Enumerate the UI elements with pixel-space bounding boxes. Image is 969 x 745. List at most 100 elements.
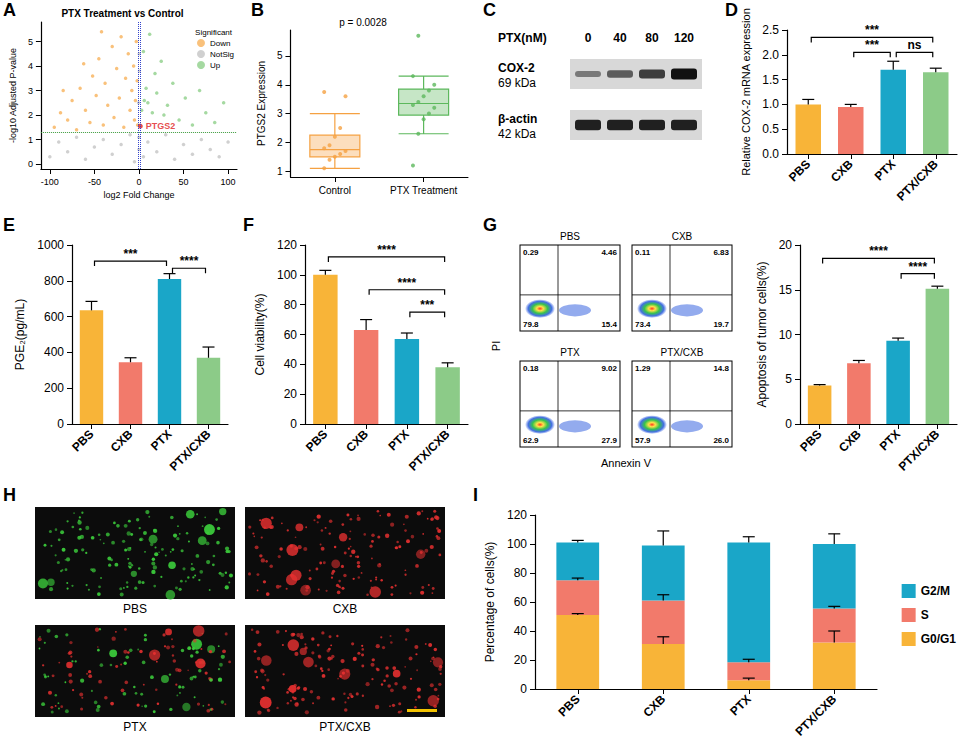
svg-text:100: 100 <box>277 268 297 282</box>
svg-text:-50: -50 <box>88 177 101 187</box>
svg-text:0: 0 <box>28 159 33 169</box>
svg-text:p = 0.0028: p = 0.0028 <box>339 17 387 28</box>
svg-text:G2/M: G2/M <box>921 584 950 598</box>
svg-text:PTX: PTX <box>877 427 903 453</box>
svg-text:60: 60 <box>514 595 528 609</box>
svg-text:80: 80 <box>284 298 298 312</box>
svg-text:****: **** <box>398 276 417 290</box>
svg-text:2.5: 2.5 <box>762 23 779 37</box>
svg-text:Percentage of cells(%): Percentage of cells(%) <box>483 542 497 663</box>
svg-text:PI: PI <box>490 341 502 351</box>
svg-text:1: 1 <box>277 166 283 177</box>
svg-text:****: **** <box>908 260 927 274</box>
svg-text:100: 100 <box>221 177 236 187</box>
svg-text:3: 3 <box>277 108 283 119</box>
svg-text:120: 120 <box>507 508 527 522</box>
svg-text:-100: -100 <box>41 177 59 187</box>
svg-text:0: 0 <box>57 417 64 431</box>
svg-text:PTX/CXB: PTX/CXB <box>319 720 370 734</box>
svg-text:42 kDa: 42 kDa <box>498 127 536 141</box>
svg-text:3: 3 <box>28 86 33 96</box>
svg-text:0: 0 <box>785 417 792 431</box>
svg-text:2: 2 <box>277 137 283 148</box>
svg-text:CXB: CXB <box>672 231 693 242</box>
svg-text:69 kDa: 69 kDa <box>498 76 536 90</box>
svg-text:Up: Up <box>210 61 221 70</box>
svg-text:6.83: 6.83 <box>713 248 729 257</box>
svg-text:0.18: 0.18 <box>523 364 539 373</box>
svg-text:PBS: PBS <box>69 427 96 454</box>
svg-text:***: *** <box>865 38 879 52</box>
svg-text:PTX/CXB: PTX/CXB <box>894 157 941 204</box>
svg-text:0: 0 <box>136 177 141 187</box>
svg-text:0.5: 0.5 <box>762 122 779 136</box>
svg-text:9.02: 9.02 <box>601 364 617 373</box>
svg-text:15.4: 15.4 <box>601 320 617 329</box>
svg-text:****: **** <box>180 254 199 268</box>
svg-text:120: 120 <box>277 238 297 252</box>
svg-text:PTX/CXB: PTX/CXB <box>896 427 943 474</box>
svg-text:PTGS2: PTGS2 <box>146 121 176 131</box>
svg-text:19.7: 19.7 <box>713 320 729 329</box>
svg-text:PBS: PBS <box>123 602 147 616</box>
svg-text:S: S <box>921 608 929 622</box>
svg-text:Control: Control <box>319 185 351 196</box>
svg-text:PTX(nM): PTX(nM) <box>498 31 547 45</box>
svg-text:20: 20 <box>284 387 298 401</box>
svg-text:400: 400 <box>44 345 64 359</box>
svg-text:1.0: 1.0 <box>762 97 779 111</box>
svg-text:10: 10 <box>779 328 793 342</box>
svg-text:log2 Fold Change: log2 Fold Change <box>103 190 174 200</box>
svg-text:4.46: 4.46 <box>601 248 617 257</box>
svg-text:PBS: PBS <box>797 427 824 454</box>
svg-text:PTGS2 Expression: PTGS2 Expression <box>256 61 267 146</box>
svg-text:60: 60 <box>284 328 298 342</box>
svg-text:Cell viability(%): Cell viability(%) <box>253 293 267 375</box>
svg-text:79.8: 79.8 <box>523 320 539 329</box>
svg-text:40: 40 <box>514 624 528 638</box>
svg-text:5: 5 <box>277 50 283 61</box>
svg-text:COX-2: COX-2 <box>498 61 535 75</box>
svg-text:CXB: CXB <box>343 427 371 455</box>
svg-text:****: **** <box>377 243 396 257</box>
svg-text:Significant: Significant <box>195 28 233 37</box>
svg-text:Annexin V: Annexin V <box>601 457 652 469</box>
svg-text:200: 200 <box>44 381 64 395</box>
svg-text:800: 800 <box>44 274 64 288</box>
svg-text:CXB: CXB <box>836 427 864 455</box>
svg-text:CXB: CXB <box>828 157 856 185</box>
svg-text:PTX/CXB: PTX/CXB <box>167 427 214 474</box>
svg-text:β-actin: β-actin <box>498 112 537 126</box>
svg-text:PTX Treatment vs Control: PTX Treatment vs Control <box>61 8 183 19</box>
svg-text:80: 80 <box>645 31 659 45</box>
svg-text:***: *** <box>123 247 137 261</box>
svg-text:5: 5 <box>28 37 33 47</box>
svg-text:15: 15 <box>779 283 793 297</box>
svg-text:0: 0 <box>290 417 297 431</box>
svg-text:0.29: 0.29 <box>523 248 539 257</box>
svg-text:80: 80 <box>514 566 528 580</box>
svg-text:G0/G1: G0/G1 <box>921 632 957 646</box>
svg-text:120: 120 <box>674 31 694 45</box>
svg-text:PTX/CXB: PTX/CXB <box>793 692 840 739</box>
svg-text:1: 1 <box>28 135 33 145</box>
svg-text:****: **** <box>869 244 888 258</box>
svg-text:14.8: 14.8 <box>713 364 729 373</box>
svg-text:5: 5 <box>785 372 792 386</box>
svg-text:PTX Treatment: PTX Treatment <box>390 185 457 196</box>
svg-text:PBS: PBS <box>560 231 580 242</box>
svg-text:0: 0 <box>585 31 592 45</box>
svg-text:CXB: CXB <box>333 602 358 616</box>
svg-text:4: 4 <box>28 61 33 71</box>
svg-text:27.9: 27.9 <box>601 436 617 445</box>
svg-text:CXB: CXB <box>108 427 136 455</box>
svg-text:73.4: 73.4 <box>635 320 651 329</box>
svg-text:62.9: 62.9 <box>523 436 539 445</box>
svg-text:50: 50 <box>179 177 189 187</box>
svg-text:40: 40 <box>613 31 627 45</box>
svg-text:-log10 Adjusted P-value: -log10 Adjusted P-value <box>8 48 18 143</box>
svg-text:CXB: CXB <box>640 692 668 720</box>
svg-text:PBS: PBS <box>303 427 330 454</box>
svg-text:PTX: PTX <box>148 427 174 453</box>
svg-text:PTX: PTX <box>727 692 753 718</box>
